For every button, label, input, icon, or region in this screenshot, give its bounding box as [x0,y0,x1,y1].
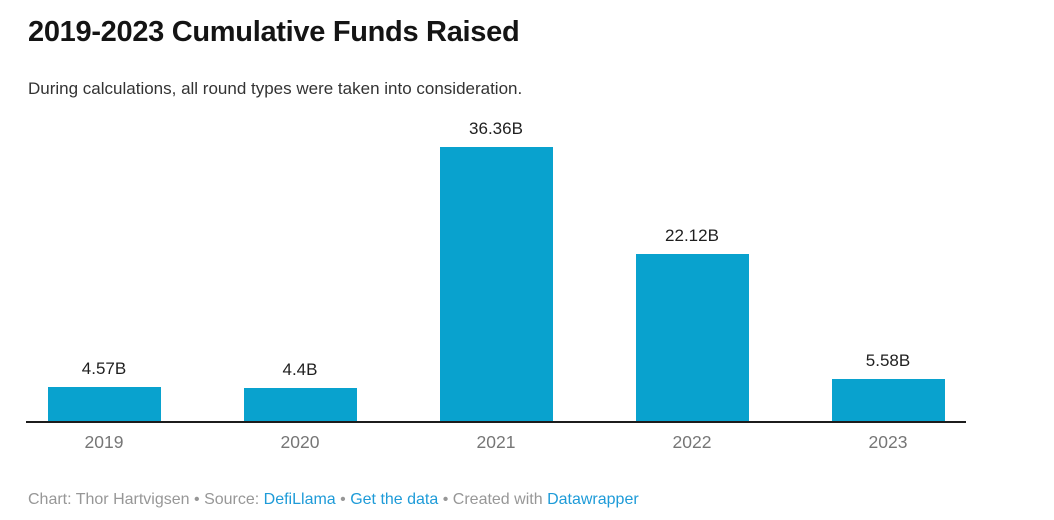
x-axis-tick-label: 2021 [476,432,516,452]
bar [47,387,161,421]
x-axis-tick-label: 2022 [672,432,712,452]
footer-source-link[interactable]: DefiLlama [263,491,336,508]
footer-source-label: Source: [204,491,260,508]
footer-separator: • [340,491,346,508]
bar [439,147,553,421]
bar-value-label: 5.58B [865,351,911,370]
footer-chart-credit: Chart: Thor Hartvigsen [28,491,190,508]
bar-value-label: 4.57B [81,359,127,378]
x-axis-tick-label: 2023 [868,432,908,452]
x-axis-tick-label: 2019 [84,432,124,452]
footer-separator: • [194,491,200,508]
bar-value-label: 22.12B [665,226,719,245]
footer-created-with-label: Created with [452,491,543,508]
bar-chart-plot: 4.57B 2019 4.4B 2020 36.36B 2021 22.12B 2022 5.5… [26,119,966,452]
footer-separator: • [442,491,449,508]
bar [831,379,945,421]
chart-title: 2019-2023 Cumulative Funds Raised [28,16,520,48]
footer-attribution: Chart: Thor Hartvigsen • Source: DefiLla… [28,490,639,510]
bar [243,388,357,421]
chart-subtitle: During calculations, all round types wer… [28,79,523,98]
footer-get-data-link[interactable]: Get the data [350,491,439,508]
footer-creator-link[interactable]: Datawrapper [547,491,639,508]
bar-value-label: 4.4B [282,360,318,379]
x-axis-tick-label: 2020 [280,432,320,452]
bar [635,254,749,421]
x-axis-line [26,421,966,423]
bar-value-label: 36.36B [469,119,523,138]
